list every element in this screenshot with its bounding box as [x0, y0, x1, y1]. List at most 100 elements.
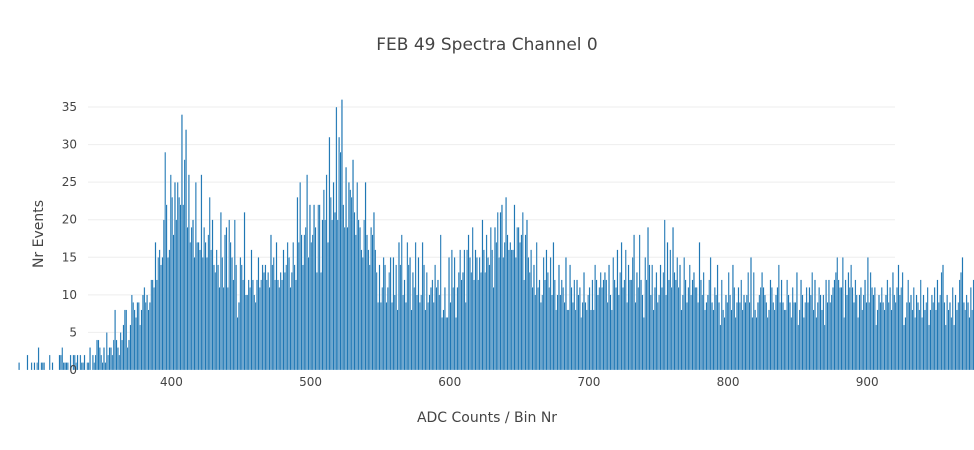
- bar-472: [271, 264, 274, 371]
- bar-445: [233, 219, 236, 371]
- y-tick-label: 5: [69, 325, 77, 339]
- bar-662: [535, 242, 538, 371]
- bar-551: [381, 287, 384, 371]
- bar-460: [254, 302, 257, 371]
- bar-578: [419, 302, 421, 371]
- bar-420: [199, 249, 201, 371]
- bar-534: [357, 219, 360, 371]
- bar-603: [453, 257, 456, 371]
- bar-501: [311, 234, 314, 371]
- bar-657: [528, 272, 531, 371]
- bar-485: [289, 287, 292, 371]
- bar-908: [878, 294, 880, 371]
- bar-389: [156, 279, 158, 371]
- bar-523: [342, 204, 345, 371]
- bar-923: [899, 294, 901, 371]
- bar-367: [125, 309, 128, 371]
- bar-528: [349, 189, 352, 371]
- bar-690: [574, 309, 577, 371]
- bar-714: [608, 264, 610, 371]
- bar-647: [515, 257, 517, 371]
- bar-962: [953, 324, 955, 371]
- bar-306: [40, 362, 43, 371]
- chart-title: FEB 49 Spectra Channel 0: [376, 35, 598, 55]
- bar-480: [282, 249, 285, 371]
- bar-452: [243, 212, 246, 371]
- bar-627: [487, 257, 489, 371]
- bar-557: [389, 257, 392, 371]
- bar-520: [338, 136, 340, 371]
- bar-668: [544, 279, 546, 371]
- bar-580: [421, 242, 424, 371]
- bar-358: [112, 339, 115, 371]
- bar-558: [391, 302, 393, 371]
- bar-540: [366, 234, 368, 371]
- bar-562: [396, 309, 399, 371]
- bar-614: [469, 257, 471, 371]
- bar-632: [494, 227, 496, 371]
- bar-758: [669, 249, 672, 371]
- bar-345: [94, 354, 97, 371]
- bar-833: [773, 309, 776, 371]
- bar-927: [904, 317, 907, 371]
- bar-527: [348, 182, 350, 371]
- bar-958: [947, 309, 950, 371]
- bar-594: [441, 317, 443, 371]
- bar-347: [97, 339, 100, 371]
- bar-348: [99, 347, 101, 371]
- bar-706: [597, 294, 599, 371]
- bar-307: [41, 362, 44, 371]
- bar-559: [392, 257, 395, 371]
- bar-504: [316, 272, 318, 371]
- bar-401: [172, 234, 175, 371]
- bar-290: [18, 362, 20, 371]
- bar-867: [821, 309, 823, 371]
- bar-974: [970, 287, 972, 371]
- bar-726: [624, 249, 627, 371]
- bar-973: [968, 317, 971, 371]
- bar-498: [307, 257, 310, 371]
- bar-422: [201, 257, 204, 371]
- bar-858: [808, 287, 811, 371]
- bar-467: [264, 264, 267, 371]
- y-axis-title: Nr Events: [31, 200, 47, 268]
- bar-506: [318, 204, 321, 371]
- bar-548: [377, 302, 379, 371]
- bar-373: [133, 309, 136, 371]
- bar-515: [331, 219, 334, 371]
- bar-537: [361, 257, 364, 371]
- bar-424: [204, 242, 207, 371]
- bar-802: [730, 309, 733, 371]
- bar-458: [252, 279, 254, 371]
- bar-629: [489, 227, 492, 371]
- bar-393: [161, 257, 164, 371]
- bar-707: [598, 287, 601, 371]
- bar-353: [105, 332, 108, 371]
- bar-425: [206, 257, 208, 371]
- bar-366: [124, 309, 126, 371]
- bar-470: [268, 287, 271, 371]
- histogram-bars: [18, 99, 974, 371]
- bar-471: [270, 234, 272, 371]
- bar-450: [240, 264, 243, 371]
- bar-633: [495, 242, 498, 371]
- bar-903: [871, 287, 873, 371]
- bar-945: [929, 309, 932, 371]
- bar-605: [456, 287, 459, 371]
- bar-921: [896, 287, 898, 371]
- bar-446: [235, 264, 238, 371]
- bar-664: [538, 279, 541, 371]
- bar-898: [864, 279, 866, 371]
- bar-435: [220, 212, 222, 371]
- bar-344: [93, 362, 96, 371]
- bar-630: [491, 249, 494, 371]
- bar-410: [185, 129, 187, 371]
- bar-524: [343, 227, 346, 371]
- bar-544: [371, 234, 374, 371]
- bar-510: [324, 219, 327, 371]
- bar-456: [249, 287, 251, 371]
- bar-902: [869, 272, 872, 371]
- bar-648: [516, 227, 519, 371]
- bar-530: [352, 159, 354, 371]
- bar-607: [459, 249, 462, 371]
